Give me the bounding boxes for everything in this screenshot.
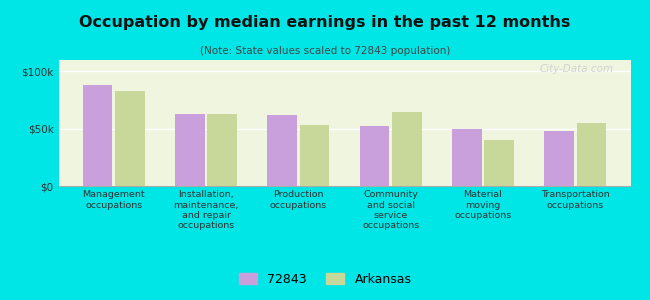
- Bar: [577, 123, 606, 186]
- Bar: [484, 140, 514, 186]
- Text: (Note: State values scaled to 72843 population): (Note: State values scaled to 72843 popu…: [200, 46, 450, 56]
- Bar: [359, 126, 389, 186]
- Legend: 72843, Arkansas: 72843, Arkansas: [233, 268, 417, 291]
- Bar: [267, 115, 297, 186]
- Bar: [392, 112, 422, 186]
- Bar: [452, 129, 482, 186]
- Text: Occupation by median earnings in the past 12 months: Occupation by median earnings in the pas…: [79, 15, 571, 30]
- Bar: [544, 131, 574, 186]
- Bar: [115, 91, 145, 186]
- Bar: [83, 85, 112, 186]
- Text: City-Data.com: City-Data.com: [540, 64, 614, 74]
- Bar: [176, 114, 205, 186]
- Bar: [207, 114, 237, 186]
- Bar: [300, 125, 330, 186]
